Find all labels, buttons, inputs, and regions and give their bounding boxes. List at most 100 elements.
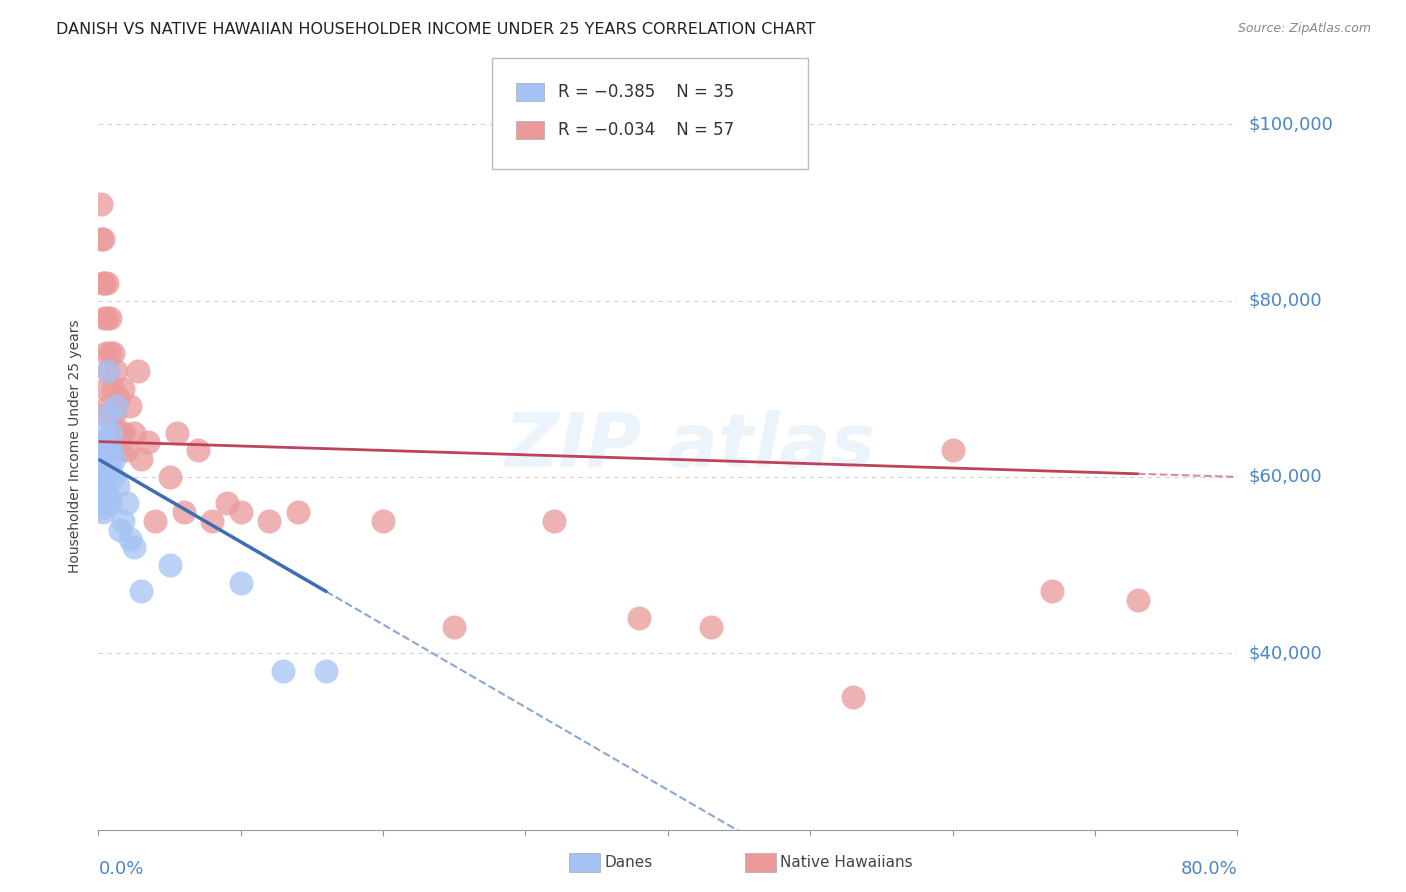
Point <box>115 443 138 458</box>
Point <box>145 514 167 528</box>
Point <box>543 514 565 528</box>
Y-axis label: Householder Income Under 25 years: Householder Income Under 25 years <box>69 319 83 573</box>
Point <box>942 443 965 458</box>
Point <box>107 478 129 492</box>
Point <box>104 364 127 378</box>
Point <box>93 461 115 475</box>
Point <box>108 523 131 537</box>
Point <box>628 611 651 625</box>
Point <box>94 346 117 360</box>
Point <box>159 470 181 484</box>
Point <box>98 346 121 360</box>
Point <box>166 425 188 440</box>
Text: $100,000: $100,000 <box>1249 115 1333 133</box>
Point <box>259 514 281 528</box>
Point <box>315 664 337 678</box>
Text: Native Hawaiians: Native Hawaiians <box>780 855 912 870</box>
Point <box>98 461 121 475</box>
Point <box>373 514 395 528</box>
Point <box>93 311 115 326</box>
Point <box>91 505 114 519</box>
Point <box>115 496 138 510</box>
Point <box>93 496 115 510</box>
Text: R = −0.034    N = 57: R = −0.034 N = 57 <box>558 121 734 139</box>
Point <box>103 452 125 467</box>
Point <box>443 620 465 634</box>
Point <box>100 443 122 458</box>
Point <box>91 470 114 484</box>
Point <box>287 505 309 519</box>
Text: R = −0.385    N = 35: R = −0.385 N = 35 <box>558 83 734 101</box>
Text: DANISH VS NATIVE HAWAIIAN HOUSEHOLDER INCOME UNDER 25 YEARS CORRELATION CHART: DANISH VS NATIVE HAWAIIAN HOUSEHOLDER IN… <box>56 22 815 37</box>
Point <box>215 496 238 510</box>
Point <box>122 425 145 440</box>
Point <box>96 276 118 290</box>
Point <box>94 408 117 422</box>
Point <box>101 470 124 484</box>
Point <box>90 487 112 501</box>
Text: $40,000: $40,000 <box>1249 644 1322 662</box>
Point <box>103 408 125 422</box>
Point <box>111 514 134 528</box>
Point <box>187 443 209 458</box>
Text: Source: ZipAtlas.com: Source: ZipAtlas.com <box>1237 22 1371 36</box>
Point <box>94 478 117 492</box>
Point <box>97 364 120 378</box>
Point <box>91 276 114 290</box>
Point <box>129 584 152 599</box>
Point <box>97 400 120 414</box>
Point <box>96 311 118 326</box>
Point <box>89 443 111 458</box>
Text: ZIP atlas: ZIP atlas <box>505 409 876 483</box>
Point <box>103 443 125 458</box>
Point <box>94 443 117 458</box>
Point <box>129 452 152 467</box>
Point <box>96 487 118 501</box>
Point <box>89 470 111 484</box>
Point <box>173 505 195 519</box>
Point <box>101 382 124 396</box>
Point <box>98 496 121 510</box>
Point <box>1126 593 1149 607</box>
Point <box>229 575 252 590</box>
Point <box>93 425 115 440</box>
Point <box>91 232 114 246</box>
Point <box>91 434 114 449</box>
Point <box>136 434 159 449</box>
Point <box>90 443 112 458</box>
Point <box>111 382 134 396</box>
Point <box>110 425 132 440</box>
Point <box>127 364 149 378</box>
Text: $60,000: $60,000 <box>1249 468 1322 486</box>
Point <box>100 443 122 458</box>
Point <box>842 690 865 705</box>
Point <box>107 391 129 405</box>
Point <box>101 346 124 360</box>
Point <box>104 400 127 414</box>
Point <box>89 491 111 506</box>
Point <box>97 443 120 458</box>
Point <box>94 382 117 396</box>
Point <box>699 620 721 634</box>
Point <box>1040 584 1063 599</box>
Point <box>93 276 115 290</box>
Text: $80,000: $80,000 <box>1249 292 1322 310</box>
Point <box>273 664 295 678</box>
Point <box>98 311 121 326</box>
Point <box>100 408 122 422</box>
Point <box>159 558 181 572</box>
Point <box>89 496 111 510</box>
Point <box>89 470 111 484</box>
Point <box>96 452 118 467</box>
Point <box>90 232 112 246</box>
Point <box>108 443 131 458</box>
Text: Danes: Danes <box>605 855 652 870</box>
Point <box>118 400 141 414</box>
Point <box>91 434 114 449</box>
Point <box>90 196 112 211</box>
Point <box>97 364 120 378</box>
Point <box>105 425 128 440</box>
Text: 80.0%: 80.0% <box>1181 860 1237 878</box>
Point <box>122 541 145 555</box>
Point <box>201 514 224 528</box>
